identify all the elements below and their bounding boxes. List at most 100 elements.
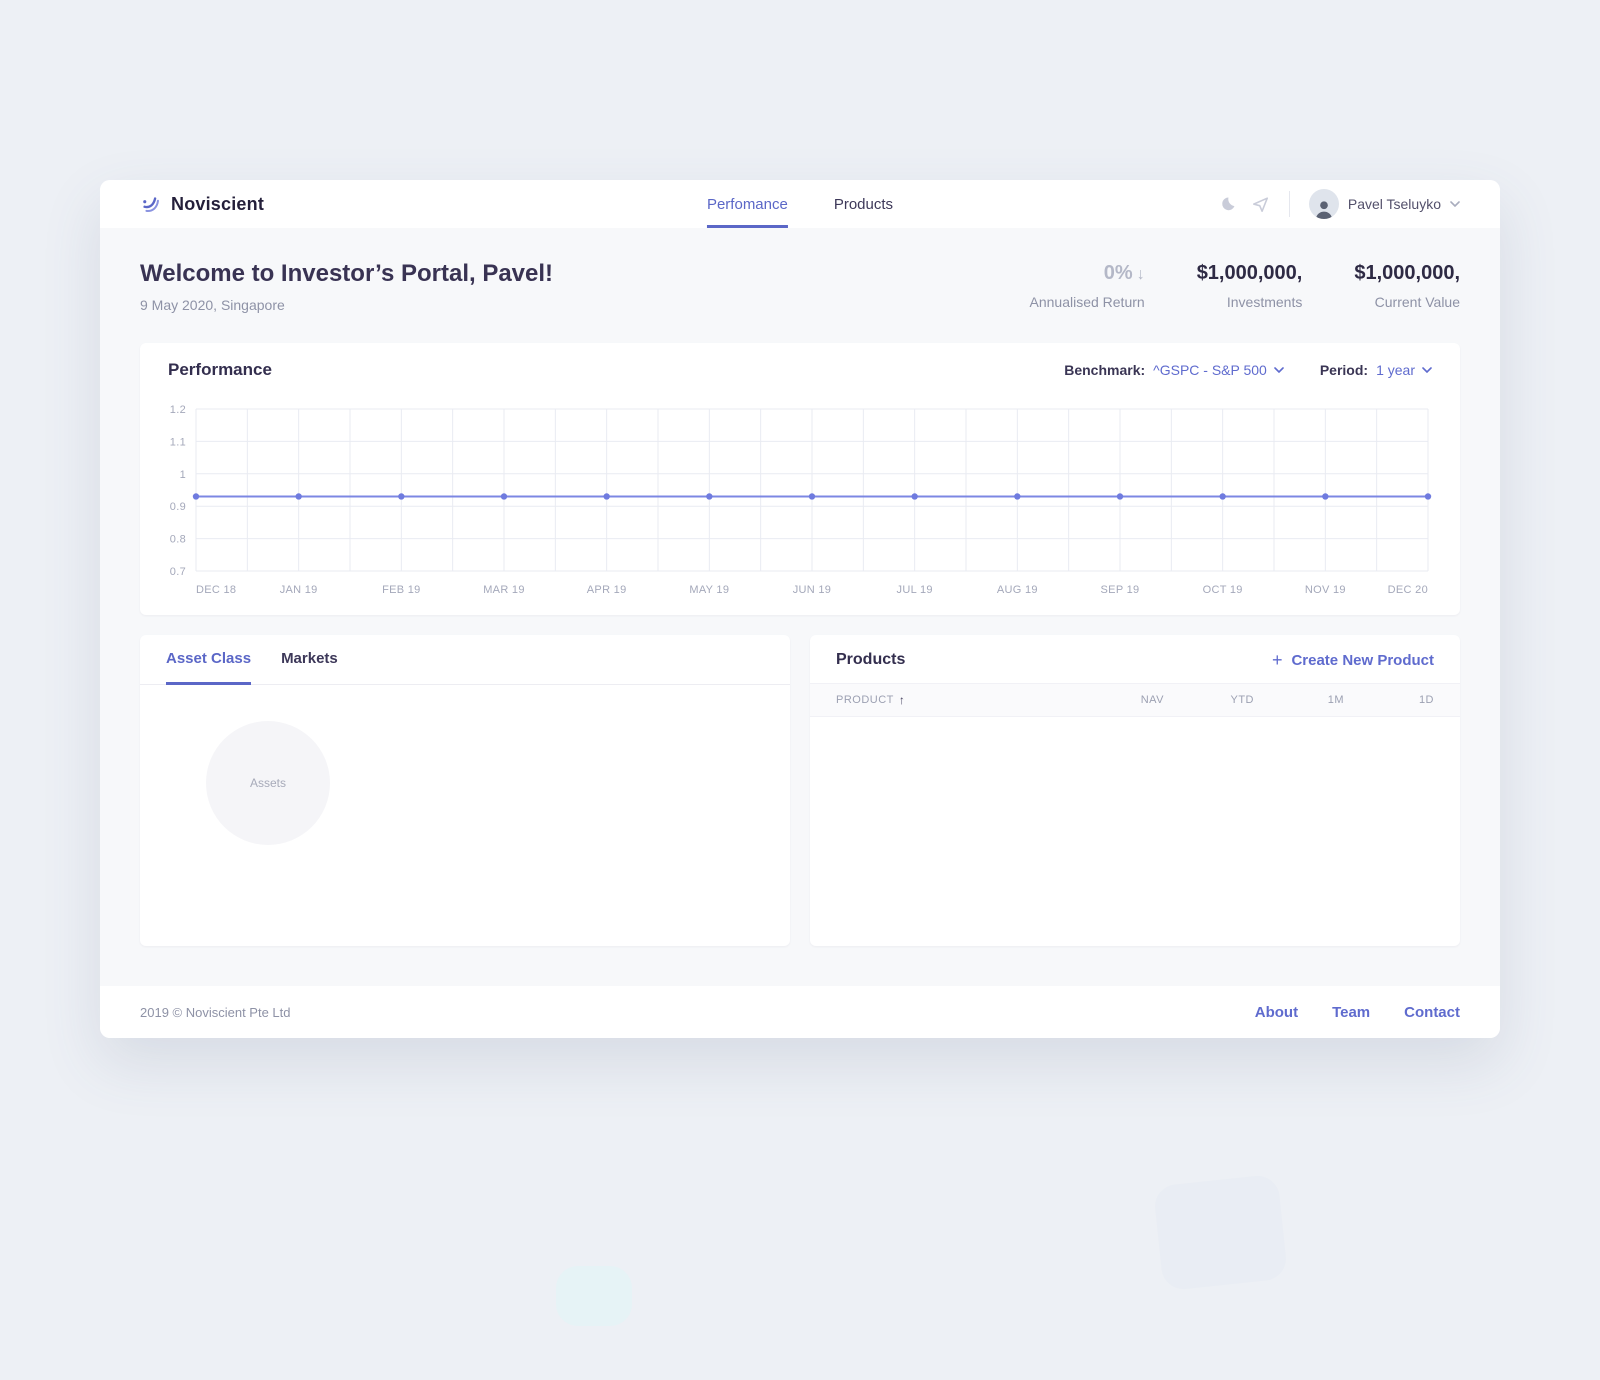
svg-text:0.7: 0.7 (170, 566, 186, 578)
svg-text:DEC 20: DEC 20 (1388, 584, 1428, 596)
tab-asset-class[interactable]: Asset Class (166, 635, 252, 685)
background-shape (1152, 1173, 1289, 1292)
products-table-header: PRODUCT ↑ NAV YTD 1M 1D (810, 683, 1460, 717)
svg-text:JUL 19: JUL 19 (897, 584, 933, 596)
tab-products[interactable]: Products (833, 195, 894, 213)
chart-area: 1.2 1.1 1 0.9 0.8 0.7 DEC 18 JAN 19 FEB 19 MAR 19… (140, 397, 1460, 615)
svg-text:SEP 19: SEP 19 (1101, 584, 1140, 596)
stat-value: $1,000,000, (1196, 262, 1303, 284)
svg-text:1: 1 (180, 469, 186, 481)
svg-text:OCT 19: OCT 19 (1203, 584, 1243, 596)
chevron-down-icon (1450, 201, 1460, 207)
divider (1288, 191, 1290, 217)
app-window: Noviscient Perfomance Products (100, 180, 1500, 1038)
performance-card-header: Performance Benchmark: ^GSPC - S&P 500 P… (140, 343, 1460, 397)
stat-label: Investments (1226, 294, 1303, 310)
svg-text:JUN 19: JUN 19 (793, 584, 831, 596)
stat-value: 0% (1103, 262, 1133, 284)
bottom-row: Asset Class Markets Assets Products + Cr… (140, 635, 1460, 946)
background-shape (556, 1266, 632, 1326)
brand-name: Noviscient (171, 193, 265, 214)
svg-text:AUG 19: AUG 19 (997, 584, 1038, 596)
stat-current-value: $1,000,000, Current Value (1354, 262, 1460, 313)
page-background: Noviscient Perfomance Products (0, 180, 1600, 1380)
page-title: Welcome to Investor’s Portal, Pavel! (140, 260, 554, 287)
chart-controls: Benchmark: ^GSPC - S&P 500 Period: 1 yea… (1064, 362, 1432, 378)
svg-text:0.9: 0.9 (170, 501, 186, 513)
benchmark-value: ^GSPC - S&P 500 (1153, 362, 1267, 378)
asset-card-tabs: Asset Class Markets (140, 635, 790, 685)
stat-value: $1,000,000, (1354, 262, 1460, 284)
asset-class-card: Asset Class Markets Assets (140, 635, 790, 946)
svg-text:APR 19: APR 19 (587, 584, 627, 596)
top-bar: Noviscient Perfomance Products (100, 180, 1500, 228)
trend-down-icon: ↓ (1136, 266, 1145, 283)
plus-icon: + (1271, 650, 1283, 670)
column-header-product[interactable]: PRODUCT ↑ (836, 693, 1074, 707)
app-footer: 2019 © Noviscient Pte Ltd About Team Con… (100, 986, 1500, 1038)
stat-investments: $1,000,000, Investments (1197, 262, 1303, 313)
benchmark-label: Benchmark: (1064, 362, 1146, 378)
column-label: PRODUCT (836, 694, 894, 706)
products-table-body (810, 717, 1460, 867)
products-card: Products + Create New Product PRODUCT ↑ … (810, 635, 1460, 946)
svg-text:DEC 18: DEC 18 (196, 584, 236, 596)
create-new-product-button[interactable]: + Create New Product (1272, 651, 1434, 669)
period-value: 1 year (1376, 362, 1415, 378)
tab-markets[interactable]: Markets (281, 650, 338, 667)
svg-text:1.1: 1.1 (170, 436, 186, 448)
main-nav: Perfomance Products (706, 180, 894, 228)
noviscient-logo-icon (140, 193, 162, 215)
footer-link-contact[interactable]: Contact (1404, 1003, 1460, 1021)
welcome-section: Welcome to Investor’s Portal, Pavel! 9 M… (100, 228, 1500, 339)
products-card-header: Products + Create New Product (810, 635, 1460, 683)
benchmark-control: Benchmark: ^GSPC - S&P 500 (1064, 362, 1284, 378)
benchmark-select[interactable]: ^GSPC - S&P 500 (1153, 362, 1284, 378)
column-header-ytd[interactable]: YTD (1230, 694, 1254, 706)
top-bar-actions: Pavel Tseluyko (1218, 180, 1460, 228)
footer-links: About Team Contact (1255, 1004, 1460, 1021)
period-select[interactable]: 1 year (1376, 362, 1432, 378)
welcome-date: 9 May 2020, Singapore (140, 297, 285, 313)
footer-link-team[interactable]: Team (1332, 1003, 1371, 1021)
stats-row: 0% ↓ Annualised Return $1,000,000, Invest… (1030, 260, 1461, 313)
svg-text:MAR 19: MAR 19 (483, 584, 525, 596)
performance-card: Performance Benchmark: ^GSPC - S&P 500 P… (140, 343, 1460, 615)
svg-text:0.8: 0.8 (170, 534, 186, 546)
assets-donut-placeholder: Assets (206, 721, 330, 845)
column-header-1d[interactable]: 1D (1418, 694, 1434, 706)
svg-text:JAN 19: JAN 19 (280, 584, 318, 596)
svg-text:1.2: 1.2 (170, 404, 186, 416)
svg-text:NOV 19: NOV 19 (1305, 584, 1346, 596)
chevron-down-icon (1422, 367, 1432, 373)
user-name: Pavel Tseluyko (1347, 196, 1441, 212)
create-new-product-label: Create New Product (1291, 651, 1434, 669)
period-label: Period: (1319, 362, 1369, 378)
column-header-1m[interactable]: 1M (1327, 694, 1344, 706)
period-control: Period: 1 year (1320, 362, 1432, 378)
user-menu[interactable]: Pavel Tseluyko (1308, 189, 1460, 219)
brand: Noviscient (140, 180, 264, 228)
welcome-text: Welcome to Investor’s Portal, Pavel! 9 M… (140, 260, 553, 313)
avatar (1308, 189, 1339, 219)
asset-card-body: Assets (140, 721, 790, 946)
copyright: 2019 © Noviscient Pte Ltd (140, 1004, 291, 1020)
stat-annualised-return: 0% ↓ Annualised Return (1030, 262, 1145, 313)
sort-asc-icon: ↑ (898, 693, 906, 707)
paper-plane-icon (1251, 195, 1270, 214)
send-button[interactable] (1251, 195, 1270, 214)
performance-title: Performance (168, 360, 272, 379)
footer-link-about[interactable]: About (1254, 1003, 1299, 1021)
dark-mode-button[interactable] (1218, 195, 1237, 214)
stat-label: Current Value (1374, 294, 1460, 310)
tab-performance[interactable]: Perfomance (706, 180, 788, 228)
assets-donut-label: Assets (249, 776, 286, 790)
svg-text:MAY 19: MAY 19 (689, 584, 729, 596)
products-title: Products (836, 651, 906, 668)
svg-text:FEB 19: FEB 19 (382, 584, 421, 596)
column-header-nav[interactable]: NAV (1140, 694, 1164, 706)
performance-chart: 1.2 1.1 1 0.9 0.8 0.7 DEC 18 JAN 19 FEB 19 MAR 19… (170, 404, 1432, 596)
stat-label: Annualised Return (1029, 294, 1145, 310)
moon-icon (1218, 195, 1237, 214)
chevron-down-icon (1274, 367, 1284, 373)
